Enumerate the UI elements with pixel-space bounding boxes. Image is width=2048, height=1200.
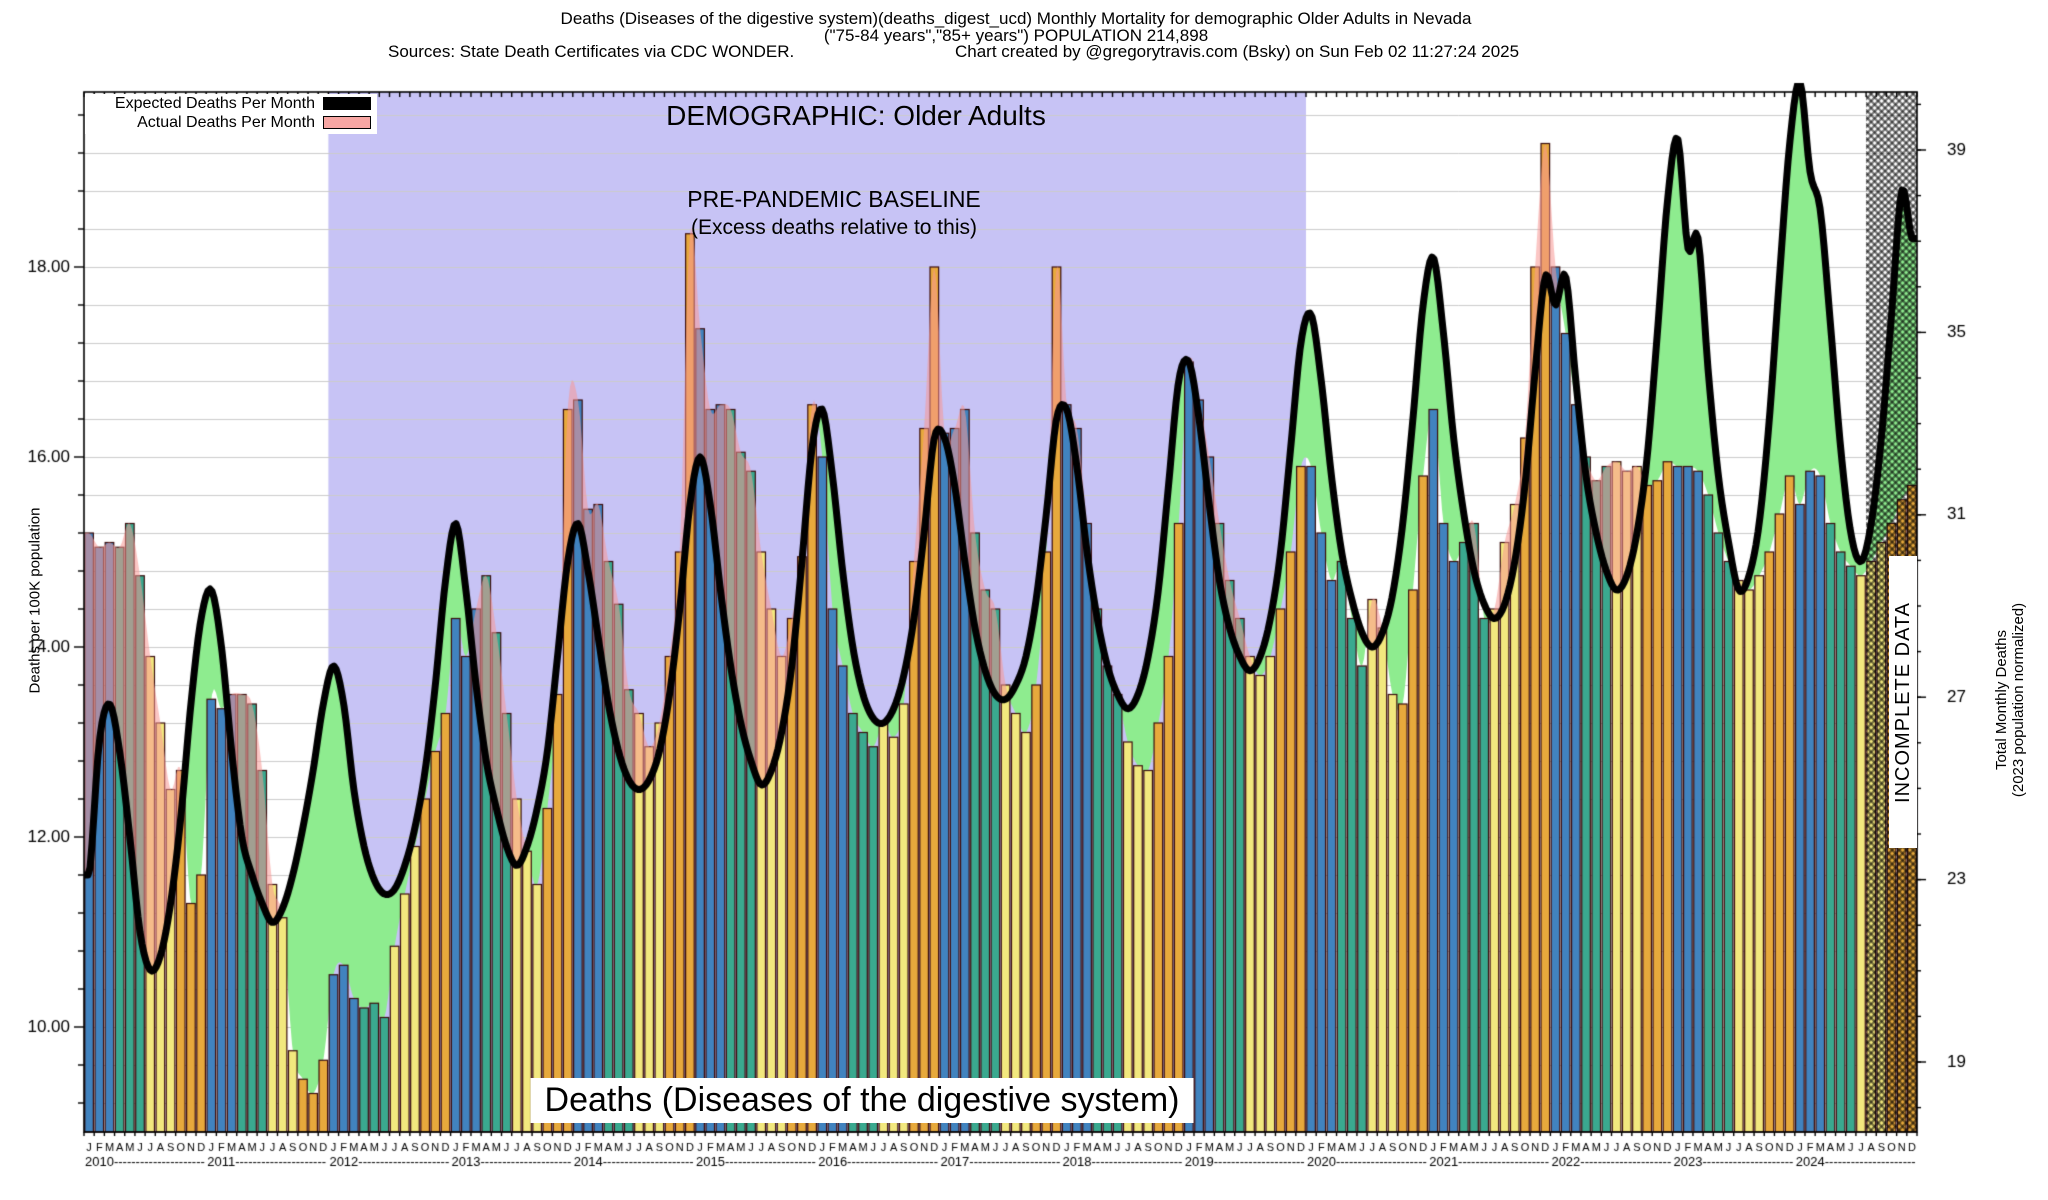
actual-area-swatch	[323, 116, 371, 129]
legend: Expected Deaths Per Month Actual Deaths …	[85, 94, 377, 134]
right-axis-title-line1: Total Monthly Deaths	[1993, 629, 2011, 771]
left-axis-title-wrap: Deaths per 100K population	[0, 508, 145, 694]
chart-credit: Chart created by @gregorytravis.com (Bsk…	[955, 42, 1520, 61]
chart-title-line2: ("75-84 years","85+ years") POPULATION 2…	[823, 26, 1209, 45]
legend-row-expected: Expected Deaths Per Month	[85, 94, 377, 113]
left-axis-title: Deaths per 100K population	[26, 507, 44, 694]
legend-row-actual: Actual Deaths Per Month	[85, 113, 377, 132]
right-axis-title-line2: (2023 population normalized)	[2010, 602, 2028, 798]
prepandemic-baseline-sublabel: (Excess deaths relative to this)	[691, 216, 977, 239]
right-axis-title: Total Monthly Deaths (2023 population no…	[1993, 603, 2027, 797]
incomplete-data-label-box: INCOMPLETE DATA	[1889, 556, 1917, 848]
legend-actual-label: Actual Deaths Per Month	[137, 113, 315, 131]
incomplete-data-label: INCOMPLETE DATA	[1891, 601, 1914, 803]
chart-title-line1: Deaths (Diseases of the digestive system…	[560, 9, 1472, 28]
prepandemic-baseline-label: PRE-PANDEMIC BASELINE	[687, 186, 981, 212]
expected-line-swatch	[323, 97, 371, 110]
legend-expected-label: Expected Deaths Per Month	[114, 94, 315, 112]
demographic-overlay-label: DEMOGRAPHIC: Older Adults	[666, 100, 1046, 131]
chart-sources: Sources: State Death Certificates via CD…	[388, 42, 795, 61]
right-axis-title-wrap: Total Monthly Deaths (2023 population no…	[1975, 540, 2045, 860]
chart-footer-label: Deaths (Diseases of the digestive system…	[530, 1078, 1194, 1123]
